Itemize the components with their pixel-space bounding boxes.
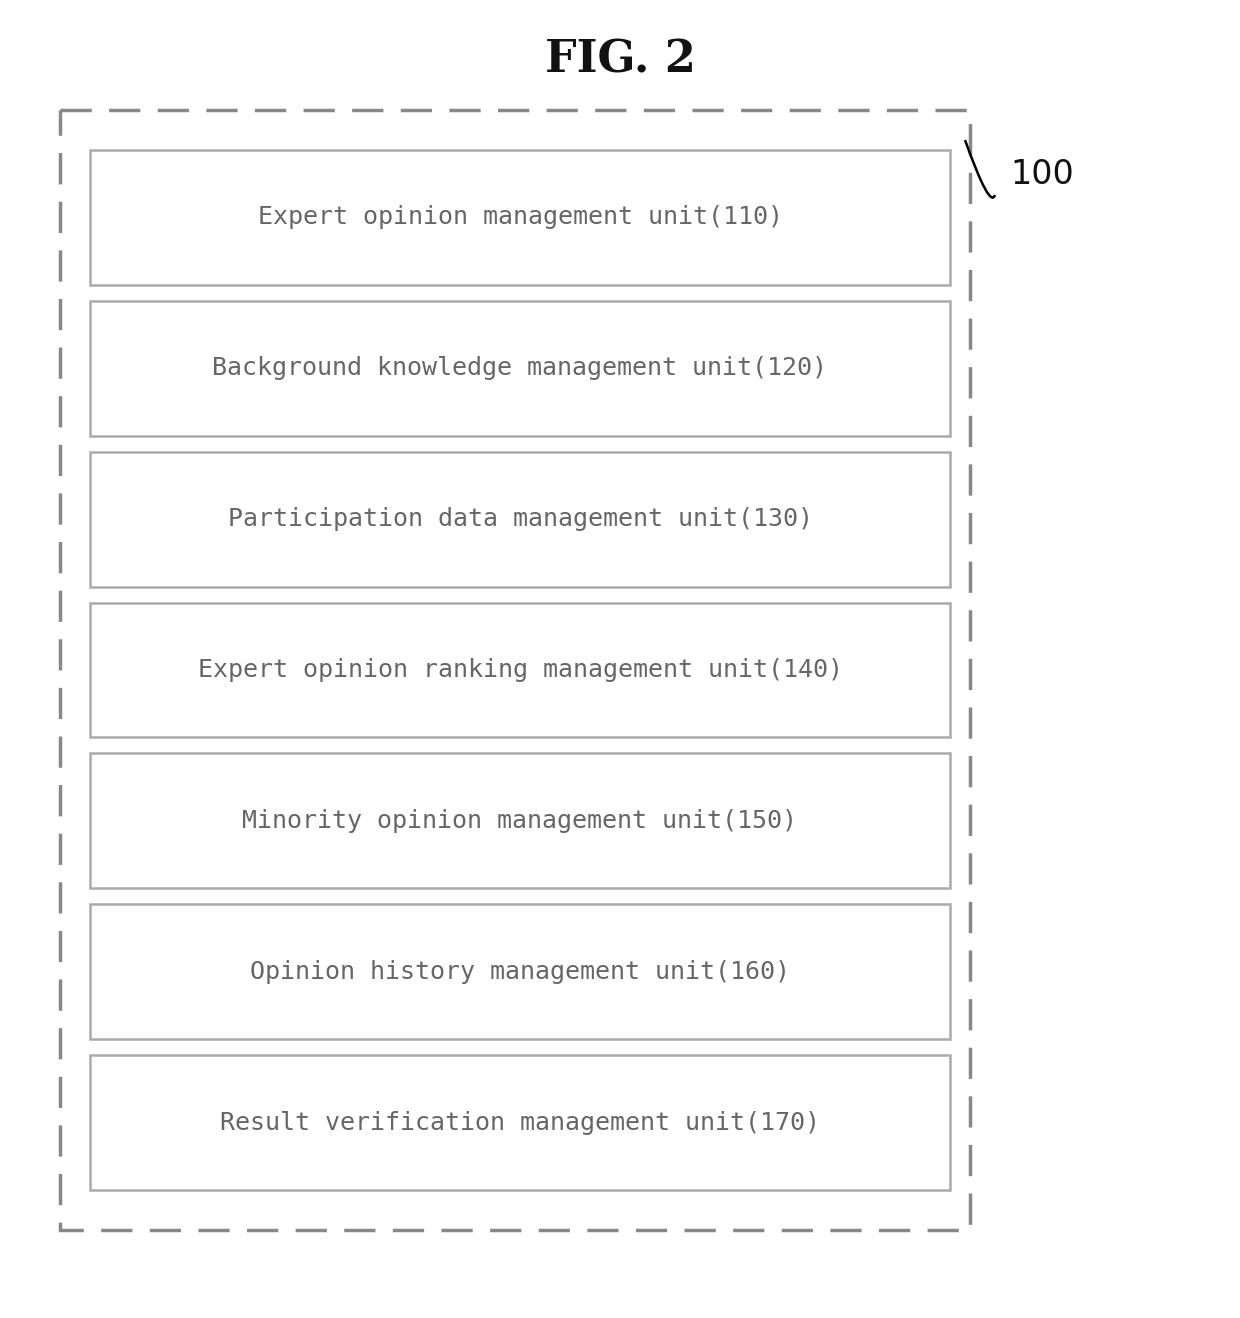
Text: FIG. 2: FIG. 2 xyxy=(544,38,696,82)
Bar xyxy=(91,452,950,587)
Bar xyxy=(91,602,950,738)
Text: Opinion history management unit(160): Opinion history management unit(160) xyxy=(250,960,790,983)
Bar xyxy=(91,904,950,1039)
Text: Result verification management unit(170): Result verification management unit(170) xyxy=(219,1111,820,1135)
Text: 100: 100 xyxy=(1011,158,1074,191)
Bar xyxy=(91,754,950,888)
Text: Background knowledge management unit(120): Background knowledge management unit(120… xyxy=(212,356,827,381)
Bar xyxy=(91,1056,950,1190)
Text: Expert opinion management unit(110): Expert opinion management unit(110) xyxy=(258,206,782,229)
Text: Minority opinion management unit(150): Minority opinion management unit(150) xyxy=(243,809,797,833)
Text: Expert opinion ranking management unit(140): Expert opinion ranking management unit(1… xyxy=(197,658,842,681)
Bar xyxy=(60,109,970,1230)
Bar xyxy=(91,301,950,436)
Bar xyxy=(91,150,950,285)
Text: Participation data management unit(130): Participation data management unit(130) xyxy=(227,507,812,531)
